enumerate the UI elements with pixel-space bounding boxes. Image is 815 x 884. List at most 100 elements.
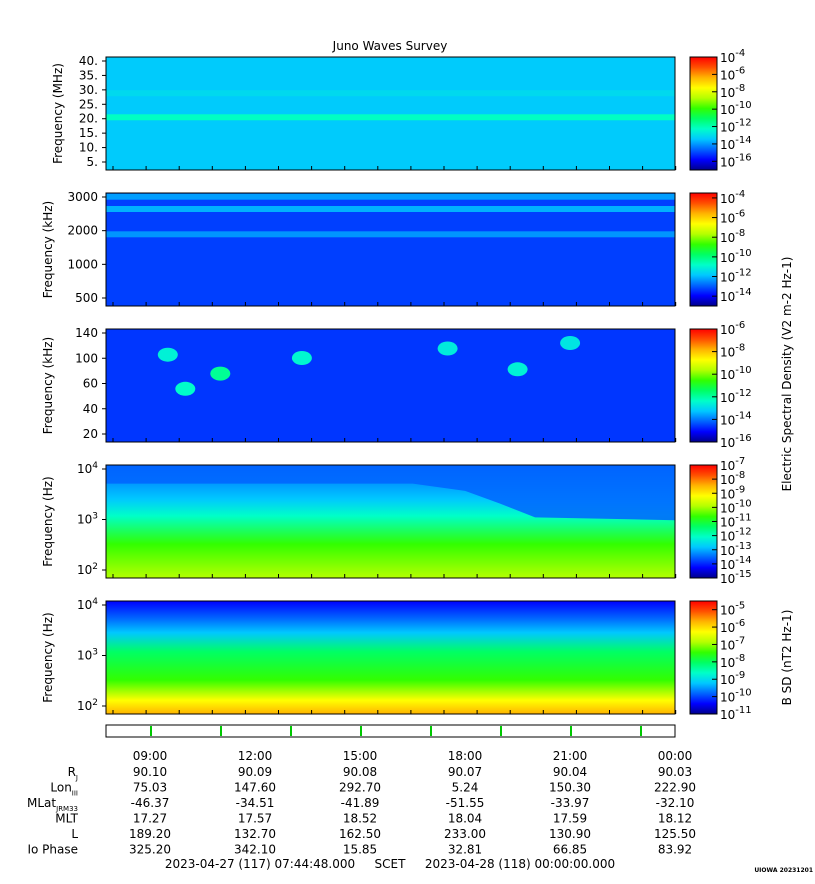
- colorbar-tick-label: 10-15: [720, 569, 752, 586]
- time-label: 18:00: [448, 749, 483, 763]
- ephemeris-row-label: Io Phase: [27, 843, 78, 857]
- y-tick-label: 140: [75, 326, 98, 340]
- colorbar-label: Electric Spectral Density (V2 m-2 Hz-1): [780, 257, 794, 492]
- ephemeris-value: 342.10: [234, 843, 276, 857]
- colorbar-tick-label: 10-5: [720, 601, 745, 618]
- colorbar-tick-label: 10-8: [720, 228, 745, 245]
- ephemeris-value: 292.70: [339, 781, 381, 795]
- y-tick-label: 30.: [79, 83, 98, 97]
- colorbar-tick-label: 10-8: [720, 343, 745, 360]
- colorbar: [689, 464, 718, 579]
- colorbar: [689, 192, 718, 307]
- ephemeris-value: 90.10: [133, 765, 167, 779]
- ephemeris-value: -32.10: [656, 796, 695, 810]
- emission-burst: [157, 347, 178, 362]
- panel-frame: [105, 56, 676, 171]
- ephemeris-value: 90.04: [553, 765, 587, 779]
- ephemeris-value: 325.20: [129, 843, 171, 857]
- ephemeris-value: 130.90: [549, 827, 591, 841]
- y-tick-label: 60: [83, 377, 98, 391]
- emission-band: [106, 231, 675, 238]
- ephemeris-value: 222.90: [654, 781, 696, 795]
- y-axis-label: Frequency (MHz): [51, 63, 65, 164]
- chart-title: Juno Waves Survey: [332, 39, 448, 53]
- ephemeris-value: 90.03: [658, 765, 692, 779]
- ephemeris-row-label: RJ: [68, 765, 78, 782]
- ephemeris-value: 147.60: [234, 781, 276, 795]
- colorbar-tick-label: 10-10: [720, 365, 752, 382]
- emission-band: [106, 193, 675, 200]
- ephemeris-value: 189.20: [129, 827, 171, 841]
- y-tick-label: 35.: [79, 68, 98, 82]
- y-tick-label: 40.: [79, 54, 98, 68]
- ephemeris-value: 75.03: [133, 781, 167, 795]
- emission-band: [106, 206, 675, 212]
- colorbar-tick-label: 10-4: [720, 48, 745, 65]
- colorbar-tick-label: 10-4: [720, 189, 745, 206]
- colorbar: [689, 600, 718, 715]
- ephemeris-value: 162.50: [339, 827, 381, 841]
- ephemeris-value: 17.59: [553, 812, 587, 826]
- y-tick-label: 20.: [79, 112, 98, 126]
- y-tick-label: 25.: [79, 97, 98, 111]
- y-tick-label: 2000: [67, 224, 98, 238]
- ephemeris-value: 17.57: [238, 812, 272, 826]
- y-tick-label: 15.: [79, 126, 98, 140]
- colorbar: [689, 328, 718, 443]
- colorbar-tick-label: 10-14: [720, 410, 752, 427]
- y-tick-label: 3000: [67, 190, 98, 204]
- colorbar-tick-label: 10-8: [720, 83, 745, 100]
- footer-end-time: 2023-04-28 (118) 00:00:00.000: [425, 857, 615, 871]
- y-tick-label: 102: [77, 698, 98, 713]
- ephemeris-value: -33.97: [551, 796, 590, 810]
- ephemeris-value: 18.52: [343, 812, 377, 826]
- ephemeris-value: 32.81: [448, 843, 482, 857]
- spectrogram-background: [106, 57, 675, 170]
- colorbar-tick-label: 10-9: [720, 670, 745, 687]
- ephemeris-value: 83.92: [658, 843, 692, 857]
- spectrogram-background: [106, 329, 675, 442]
- panel-frame: [105, 464, 676, 579]
- colorbar-tick-label: 10-16: [720, 152, 752, 169]
- ephemeris-value: 90.09: [238, 765, 272, 779]
- emission-burst: [291, 351, 312, 365]
- ephemeris-value: 233.00: [444, 827, 486, 841]
- colorbar-tick-label: 10-12: [720, 118, 752, 135]
- ephemeris-row-label: MLT: [55, 812, 78, 826]
- colorbar-tick-label: 10-7: [720, 635, 745, 652]
- ephemeris-value: 18.04: [448, 812, 482, 826]
- y-tick-label: 102: [77, 562, 98, 577]
- y-tick-label: 5.: [87, 155, 98, 169]
- emission-burst: [560, 336, 581, 350]
- colorbar-label: B SD (nT2 Hz-1): [780, 610, 794, 706]
- colorbar-tick-label: 10-11: [720, 705, 752, 722]
- colorbar-tick-label: 10-6: [720, 209, 745, 226]
- panel-lfr-high: 140 100 60 40 20 Frequency (kHz) 10-6 10-8 10-10…: [41, 320, 752, 450]
- emission-burst: [507, 362, 528, 377]
- panel-frame: [105, 328, 676, 443]
- emission-band: [106, 114, 675, 121]
- y-tick-label: 100: [75, 351, 98, 365]
- ephemeris-value: 90.08: [343, 765, 377, 779]
- ephemeris-value: -34.51: [236, 796, 275, 810]
- ephemeris-value: 15.85: [343, 843, 377, 857]
- time-axis-strip: [105, 724, 676, 738]
- ephemeris-value: 132.70: [234, 827, 276, 841]
- footer-start-time: 2023-04-27 (117) 07:44:48.000: [165, 857, 355, 871]
- colorbar-tick-label: 10-6: [720, 320, 745, 337]
- ephemeris-value: 90.07: [448, 765, 482, 779]
- time-label: 00:00: [658, 749, 693, 763]
- colorbar-tick-label: 10-16: [720, 433, 752, 450]
- colorbar-tick-label: 10-12: [720, 268, 752, 285]
- y-axis-label: Frequency (Hz): [41, 612, 55, 703]
- ephemeris-value: 17.27: [133, 812, 167, 826]
- ephemeris-row-label: MLatJRM33: [27, 796, 78, 813]
- y-tick-label: 103: [77, 648, 98, 663]
- panel-frame: [105, 600, 676, 715]
- time-label: 12:00: [238, 749, 273, 763]
- panel-frame: [105, 192, 676, 307]
- ephemeris-row-label: LonIII: [50, 781, 78, 798]
